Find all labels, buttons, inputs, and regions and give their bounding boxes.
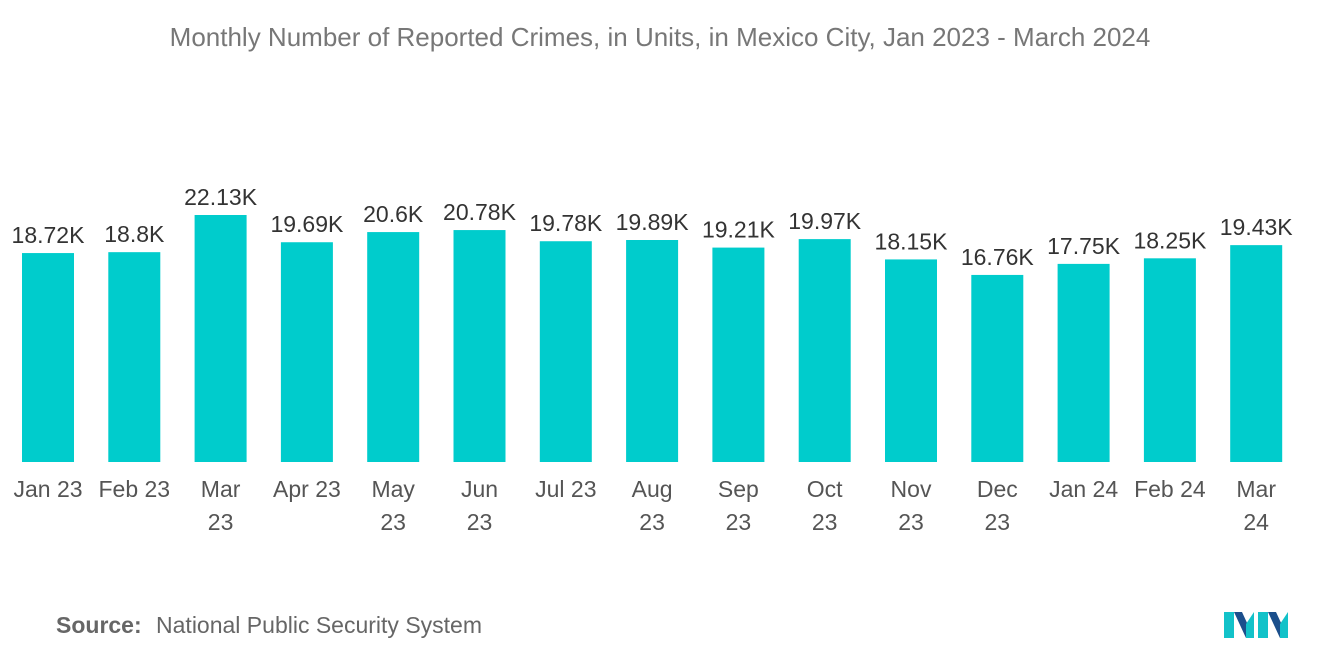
x-tick-label: Jan 24 xyxy=(1049,476,1118,502)
x-tick-label: Aug 23 xyxy=(632,476,673,535)
bar-value-label: 19.89K xyxy=(616,209,690,235)
source-text: National Public Security System xyxy=(156,612,482,638)
chart-title: Monthly Number of Reported Crimes, in Un… xyxy=(169,22,1151,52)
x-tick-label: May 23 xyxy=(371,476,415,535)
x-tick-label: Nov 23 xyxy=(891,476,932,535)
bar xyxy=(367,232,420,462)
bar-value-label: 20.78K xyxy=(443,199,517,225)
bar-value-label: 22.13K xyxy=(184,184,258,210)
bar xyxy=(885,259,937,462)
x-tick-label: Dec 23 xyxy=(977,476,1018,535)
bar xyxy=(626,240,679,462)
bar-value-label: 16.76K xyxy=(961,244,1035,270)
bar xyxy=(453,230,506,462)
x-tick-label: Jan 23 xyxy=(13,476,82,502)
bar xyxy=(798,239,851,462)
bar-value-label: 19.21K xyxy=(702,217,776,243)
x-axis-tick-labels: Jan 23 Feb 23 Mar 23 Apr 23 May 23 Jun 23 Jul 23 A… xyxy=(13,476,1276,535)
bars-group xyxy=(22,215,1283,462)
x-tick-label: Feb 24 xyxy=(1134,476,1206,502)
x-tick-label: Jul 23 xyxy=(535,476,596,502)
bar xyxy=(194,215,247,462)
bar-value-label: 18.8K xyxy=(104,221,165,247)
bar xyxy=(539,241,592,462)
bar xyxy=(1143,258,1196,462)
bar xyxy=(1230,245,1283,462)
x-tick-label: Mar 23 xyxy=(201,476,241,535)
bar xyxy=(1057,263,1110,462)
bar-value-label: 19.69K xyxy=(270,211,344,237)
bar-value-label: 17.75K xyxy=(1047,233,1121,259)
bar xyxy=(971,274,1024,462)
bar-value-label: 18.15K xyxy=(875,228,949,254)
bar-value-label: 18.25K xyxy=(1133,227,1207,253)
x-tick-label: Oct 23 xyxy=(807,476,843,535)
bar-value-label: 20.6K xyxy=(363,201,424,227)
bar xyxy=(108,252,161,462)
value-labels-group: 18.72K 18.8K 22.13K 19.69K 20.6K 20.78K 19.78K… xyxy=(12,184,1294,270)
bar-value-label: 19.78K xyxy=(529,210,603,236)
bar-value-label: 18.72K xyxy=(12,222,86,248)
mordor-logo-icon xyxy=(1224,612,1288,638)
bar xyxy=(280,242,333,462)
x-tick-label: Feb 23 xyxy=(98,476,170,502)
bar xyxy=(22,253,74,462)
source-label: Source: xyxy=(56,612,142,638)
bar xyxy=(712,247,765,462)
source-note: Source: National Public Security System xyxy=(56,612,482,639)
bar-value-label: 19.43K xyxy=(1220,214,1294,240)
x-tick-label: Sep 23 xyxy=(718,476,759,535)
bar-chart: 18.72K 18.8K 22.13K 19.69K 20.6K 20.78K 19.78K… xyxy=(12,184,1294,535)
x-tick-label: Mar 24 xyxy=(1236,476,1276,535)
x-tick-label: Apr 23 xyxy=(273,476,341,502)
bar-value-label: 19.97K xyxy=(788,208,862,234)
x-tick-label: Jun 23 xyxy=(461,476,498,535)
